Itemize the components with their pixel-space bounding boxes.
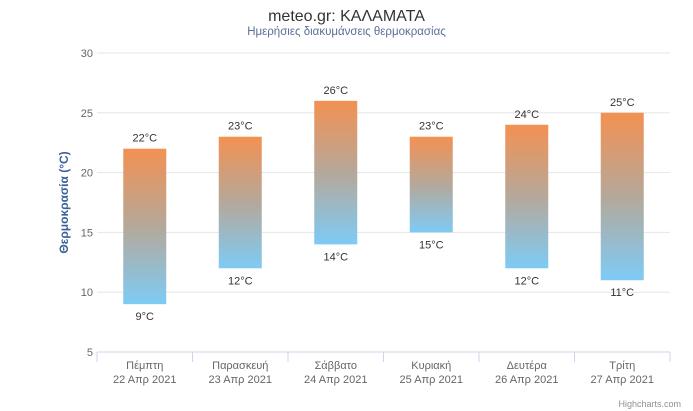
x-axis: Πέμπτη 22 Απρ 2021 Παρασκευή 23 Απρ 2021 Σάβ…: [96, 352, 671, 386]
low-value-label: 12°C: [514, 275, 539, 287]
credits-link[interactable]: Highcharts.com: [618, 399, 681, 409]
x-tick-label: Δευτέρα: [507, 360, 548, 372]
low-value-label: 12°C: [228, 275, 253, 287]
low-value-label: 11°C: [610, 287, 634, 299]
series-bars: [123, 100, 644, 305]
y-tick-label: 30: [81, 48, 93, 60]
y-tick-label: 20: [81, 168, 93, 180]
x-tick-label: Κυριακή: [411, 360, 451, 372]
data-labels: 22°C 9°C 23°C 12°C 26°C 14°C 23°C 15°C 24°C 12°C 2…: [132, 85, 634, 323]
high-value-label: 25°C: [610, 97, 635, 109]
temperature-range-bar[interactable]: [505, 124, 549, 269]
high-value-label: 24°C: [514, 109, 539, 121]
y-tick-label: 15: [81, 227, 93, 239]
chart-title: meteo.gr: ΚΑΛΑΜΑΤΑ: [268, 8, 425, 25]
high-value-label: 26°C: [323, 85, 348, 97]
x-tick-label: 27 Απρ 2021: [591, 374, 654, 386]
temperature-range-bar[interactable]: [218, 136, 262, 269]
x-tick-label: 25 Απρ 2021: [400, 374, 463, 386]
high-value-label: 22°C: [132, 133, 157, 145]
x-tick-label: 24 Απρ 2021: [304, 374, 367, 386]
y-tick-label: 10: [81, 287, 93, 299]
x-tick-label: Τρίτη: [609, 360, 635, 372]
x-tick-label: Παρασκευή: [212, 360, 268, 372]
chart-subtitle: Ημερήσιες διακυμάνσεις θερμοκρασίας: [247, 26, 446, 38]
low-value-label: 15°C: [419, 239, 444, 251]
x-tick-label: 26 Απρ 2021: [495, 374, 558, 386]
low-value-label: 14°C: [323, 251, 348, 263]
y-tick-label: 25: [81, 108, 93, 120]
y-axis: 5 10 15 20 25 30 Θερμοκρασία (°C): [57, 48, 93, 359]
y-axis-title: Θερμοκρασία (°C): [57, 151, 71, 253]
temperature-range-bar[interactable]: [123, 148, 167, 305]
temperature-range-bar[interactable]: [409, 136, 453, 233]
y-tick-label: 5: [87, 347, 93, 359]
low-value-label: 9°C: [136, 311, 155, 323]
high-value-label: 23°C: [228, 121, 253, 133]
x-tick-label: 23 Απρ 2021: [209, 374, 272, 386]
x-tick-label: Πέμπτη: [126, 360, 163, 372]
temperature-range-bar[interactable]: [314, 100, 358, 245]
gridlines: [97, 52, 670, 353]
high-value-label: 23°C: [419, 121, 444, 133]
temperature-range-bar[interactable]: [600, 112, 644, 281]
x-tick-label: 22 Απρ 2021: [113, 374, 176, 386]
x-tick-label: Σάββατο: [315, 360, 357, 372]
